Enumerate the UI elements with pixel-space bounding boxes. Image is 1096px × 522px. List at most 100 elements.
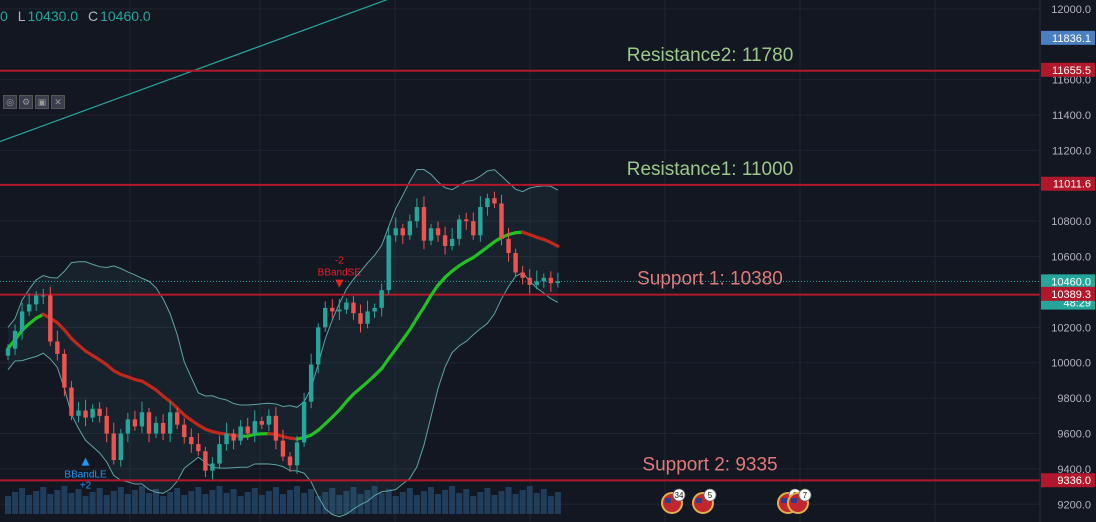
volume-bar	[413, 495, 420, 514]
level-label: Resistance1: 11000	[627, 159, 794, 180]
axis-tick-label: 11600.0	[1052, 75, 1091, 87]
low-value: 10430.0	[27, 8, 79, 24]
close-icon[interactable]: ✕	[51, 95, 65, 109]
volume-bar	[160, 496, 167, 514]
candle-body	[520, 272, 525, 278]
bollinger-lower	[7, 272, 559, 518]
candle-body	[421, 207, 427, 241]
candle-body	[69, 387, 74, 416]
candle-body	[393, 228, 398, 236]
candle-body	[217, 444, 222, 464]
price-axis[interactable]: 12000.0 11600.0 11400.0 11200.0 10800.0 10600…	[1039, 0, 1096, 522]
axis-tick-label: 10000.0	[1051, 358, 1091, 370]
level-lines: Resistance2: 11780 Resistance1: 11000 Supp…	[0, 45, 1040, 482]
gear-icon[interactable]: ⚙	[19, 95, 33, 109]
volume-bar	[244, 492, 251, 514]
candle-body	[104, 415, 109, 434]
volume-bar	[378, 493, 385, 514]
candle-body	[273, 415, 279, 441]
close-label: C	[87, 8, 99, 24]
candle-body	[471, 221, 476, 236]
ma-segment	[373, 366, 384, 377]
level-label: Resistance2: 11780	[627, 45, 794, 66]
volume-bar	[209, 490, 216, 514]
volume-bar	[103, 495, 110, 514]
volume-bar	[195, 487, 202, 514]
volume-bar	[428, 487, 434, 514]
volume-bar	[385, 489, 392, 514]
event-count: 5	[708, 491, 713, 500]
candle-body	[245, 426, 250, 434]
price-tag-label: 9336.0	[1057, 475, 1091, 487]
candle-body	[301, 401, 307, 443]
event-count-bubble	[672, 488, 686, 502]
candle-body	[34, 295, 39, 305]
volume-bar	[547, 496, 554, 514]
trendline[interactable]	[0, 0, 396, 143]
candle-body	[330, 307, 335, 312]
axis-tick-label: 9600.0	[1057, 429, 1091, 441]
volume-bar	[505, 487, 512, 514]
volume-bar	[456, 493, 463, 514]
ma-segment	[380, 357, 391, 371]
axis-tick-label: 9800.0	[1057, 393, 1091, 405]
volume-bar	[82, 496, 89, 514]
candle-body	[287, 456, 293, 466]
volume-bar	[512, 494, 519, 514]
candle-body	[541, 277, 546, 282]
volume-bar	[420, 491, 427, 514]
volume-bar	[498, 491, 505, 514]
axis-tick-label: 10600.0	[1051, 252, 1091, 264]
candle-body	[485, 198, 490, 208]
candle-body	[358, 313, 363, 324]
price-tag-label: 11011.6	[1053, 179, 1091, 191]
volume-bar	[554, 492, 561, 514]
volume-bar	[392, 496, 399, 514]
candle-body	[555, 281, 561, 284]
candle-body	[308, 364, 314, 402]
volume-bar	[463, 489, 470, 514]
volume-bar	[477, 492, 484, 514]
volume-bar	[174, 488, 181, 514]
volume-bar	[167, 492, 174, 514]
volume-bar	[12, 492, 19, 514]
candle-body	[252, 421, 257, 434]
candle-body	[464, 219, 469, 222]
candle-body	[224, 433, 229, 445]
axis-tick-label: 12000.0	[1051, 4, 1091, 16]
candle-body	[492, 198, 497, 204]
volume-bar	[272, 487, 279, 514]
volume-bar	[350, 487, 357, 514]
ma-segment	[401, 328, 412, 342]
candle-body	[90, 408, 95, 418]
volume-bar	[251, 488, 258, 514]
volume-bar	[484, 488, 491, 514]
candle-body	[175, 412, 180, 425]
event-count-bubble	[798, 488, 812, 502]
axis-tick-label: 11400.0	[1052, 110, 1091, 122]
candle-body	[337, 309, 342, 312]
settings-icon[interactable]: ◎	[3, 95, 17, 109]
volume-bar	[124, 494, 131, 514]
volume-bar	[329, 488, 336, 514]
candle-body	[111, 433, 116, 461]
volume-bar	[40, 487, 47, 514]
ma-segment	[175, 406, 186, 417]
event-count-bubble	[703, 488, 717, 502]
lock-icon[interactable]: ▣	[35, 95, 49, 109]
long-arrow	[81, 457, 90, 466]
ma-segment	[365, 373, 377, 384]
volume-bar	[491, 495, 498, 514]
candle-body	[266, 415, 272, 425]
bollinger-bands	[7, 169, 559, 518]
candle-body	[139, 412, 145, 427]
ma-segment	[55, 321, 67, 332]
event-badges[interactable]: 34527	[661, 488, 812, 514]
price-tag-label: 10460.0	[1051, 276, 1091, 288]
ma-segment	[408, 316, 419, 332]
volume-bar	[526, 486, 533, 514]
candle-body	[41, 295, 46, 297]
flag-canton	[696, 498, 702, 503]
moving-average	[6, 230, 560, 441]
